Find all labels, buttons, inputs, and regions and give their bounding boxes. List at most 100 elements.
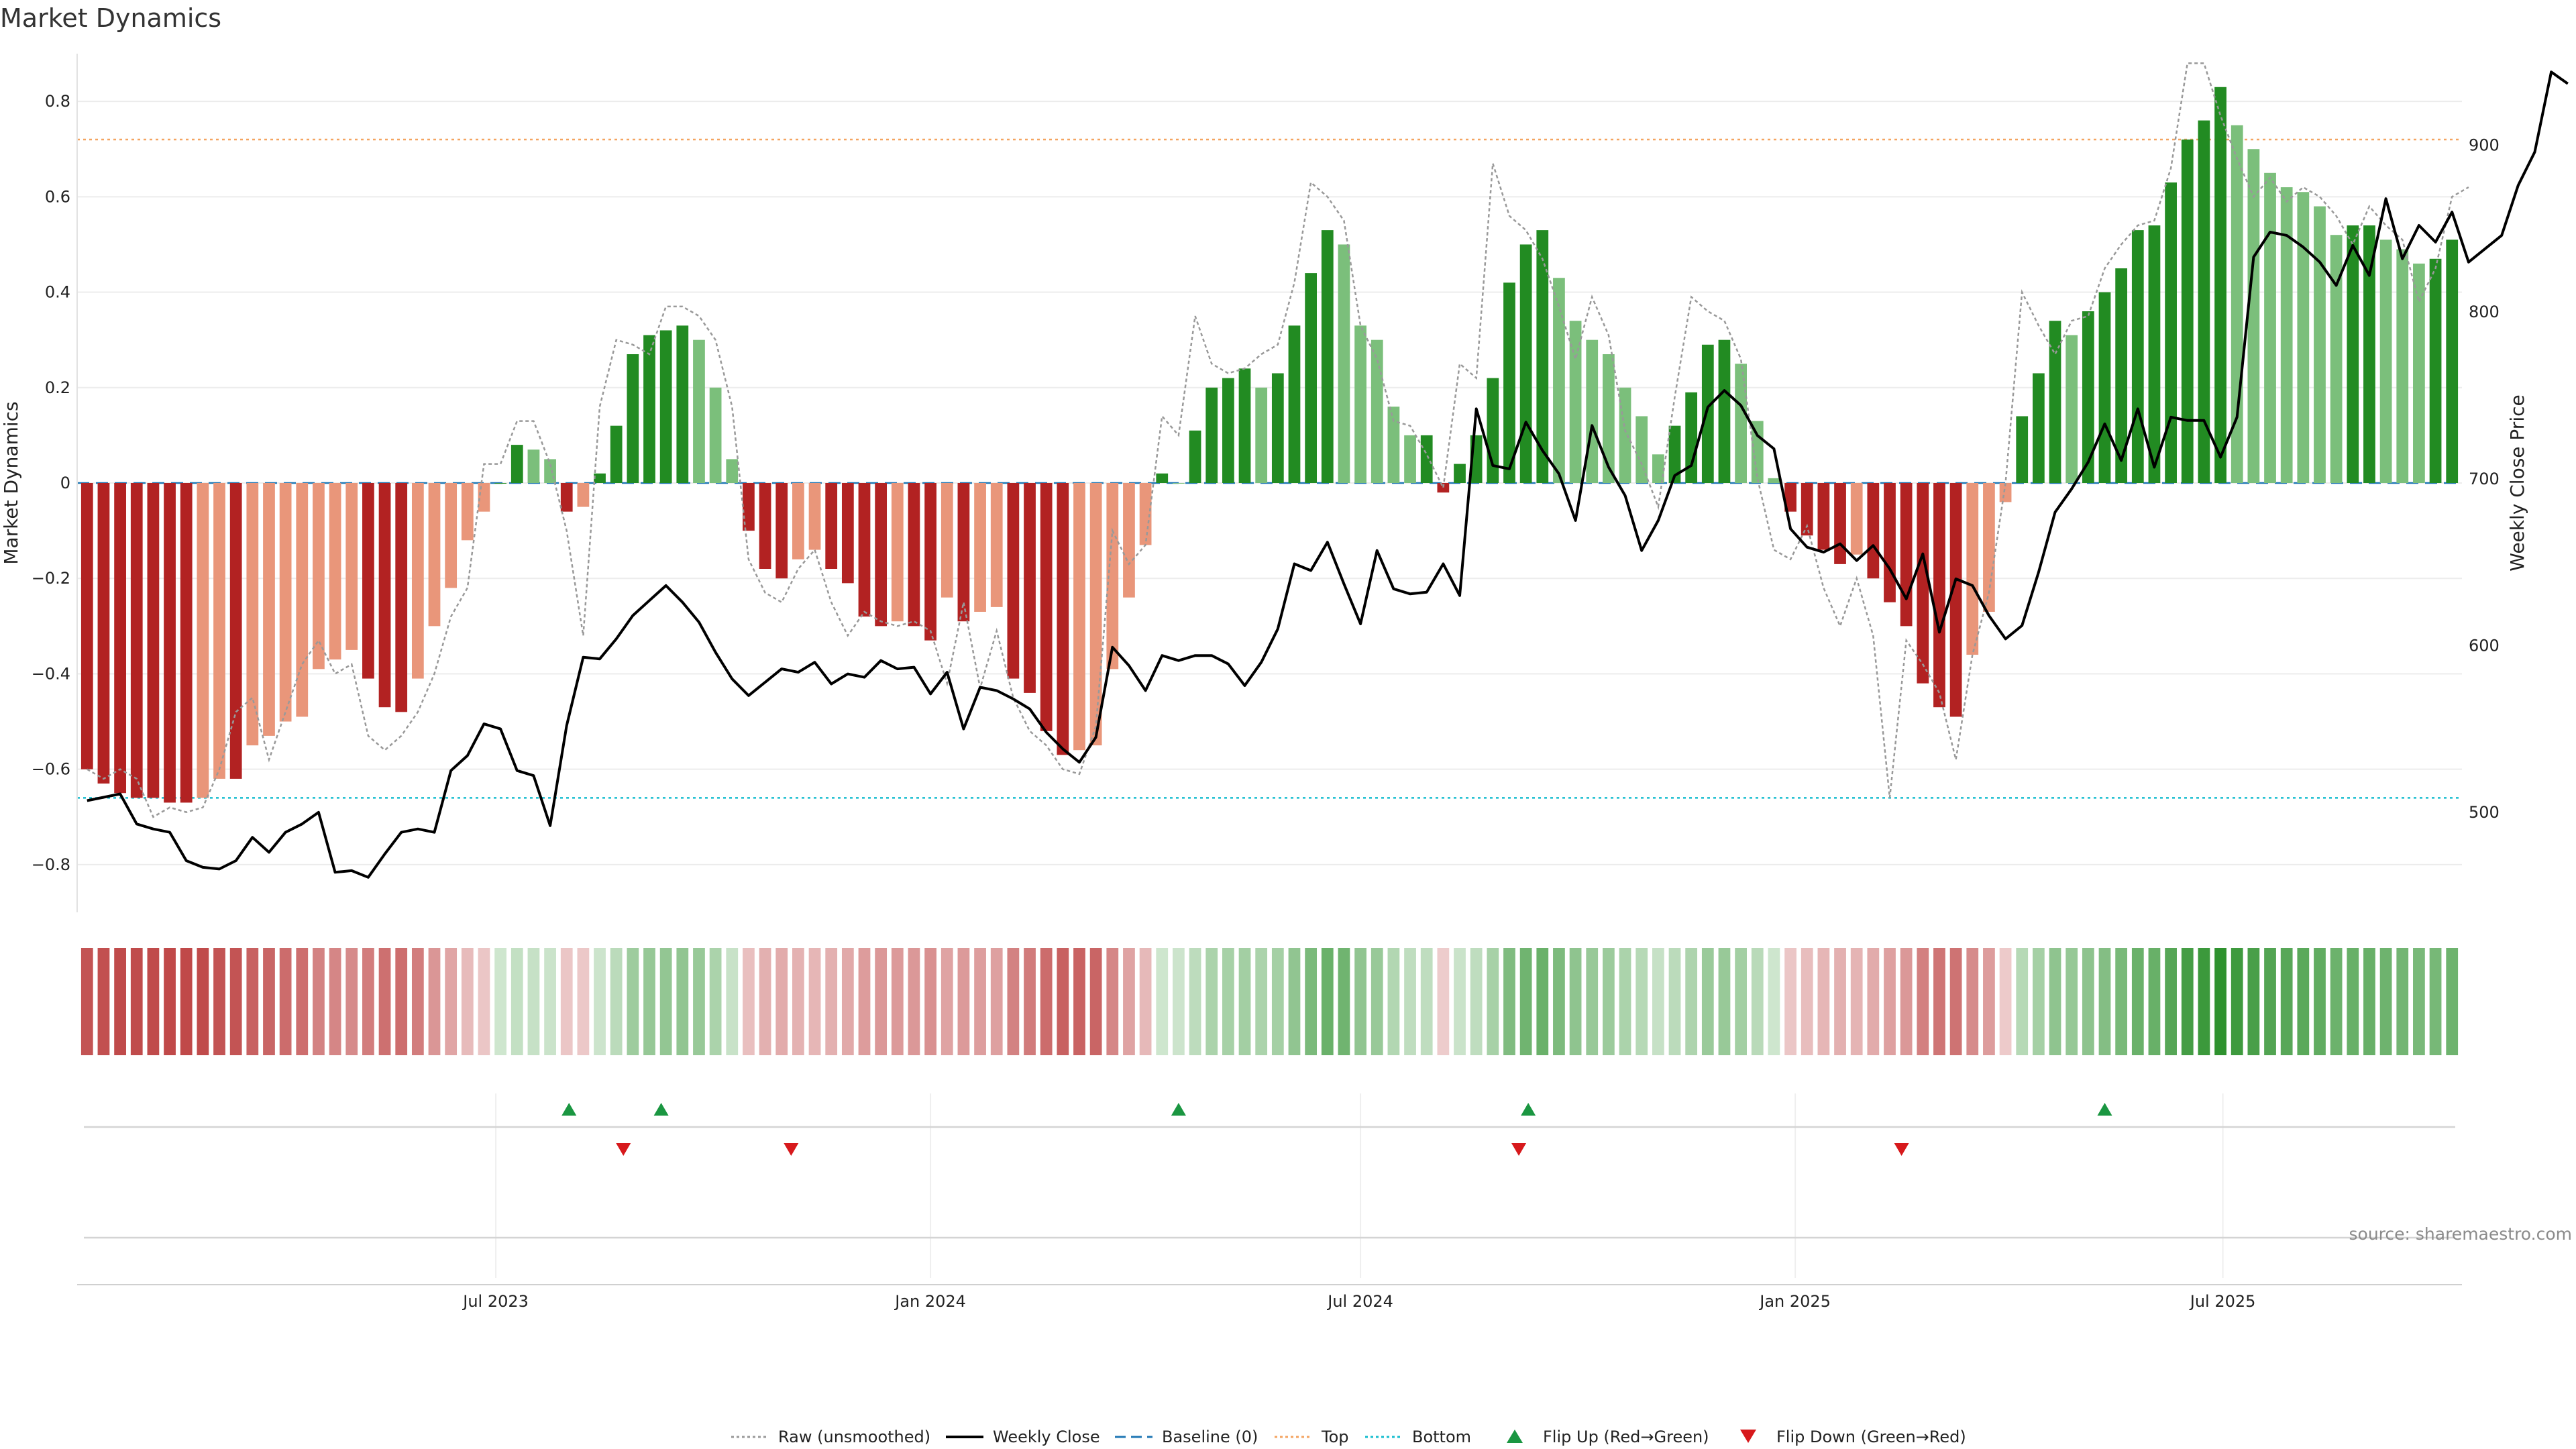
dynamics-bar (990, 483, 1003, 607)
strength-cell (2363, 948, 2375, 1055)
strength-cell (594, 948, 606, 1055)
strength-cell (1503, 948, 1515, 1055)
flip-panel (84, 1093, 2455, 1278)
strength-cell (1867, 948, 1880, 1055)
strength-cell (1057, 948, 1069, 1055)
dynamics-bar (2396, 249, 2409, 483)
strength-cell (1850, 948, 1863, 1055)
strength-cell (1834, 948, 1846, 1055)
dynamics-bar (2347, 225, 2359, 483)
dynamics-bar (1768, 478, 1780, 483)
strength-cell (1222, 948, 1234, 1055)
strength-cell (1966, 948, 1979, 1055)
strength-cell (180, 948, 193, 1055)
strength-cell (2165, 948, 2177, 1055)
strength-cell (1801, 948, 1813, 1055)
dynamics-bar (478, 483, 490, 512)
strength-cell (1784, 948, 1796, 1055)
strength-cell (1437, 948, 1450, 1055)
legend-label: Baseline (0) (1162, 1428, 1258, 1446)
strength-cell (1371, 948, 1383, 1055)
strength-cell (1305, 948, 1318, 1055)
dynamics-bar (213, 483, 225, 779)
flip-down-marker (616, 1143, 631, 1156)
strength-cell (1156, 948, 1169, 1055)
dynamics-bar (1189, 430, 1201, 483)
dynamics-bar (2198, 120, 2210, 484)
legend: Raw (unsmoothed) Weekly Close Baseline (0)… (731, 1428, 1966, 1446)
strength-cell (2429, 948, 2442, 1055)
dynamics-bar (2131, 230, 2144, 483)
strength-cell (97, 948, 110, 1055)
strength-cell (164, 948, 176, 1055)
left-y-tick-label: −0.6 (32, 760, 70, 779)
strength-cell (395, 948, 408, 1055)
strength-cell (627, 948, 639, 1055)
dynamics-bar (1371, 339, 1383, 483)
dynamics-bar (1867, 483, 1880, 579)
dynamics-bar (577, 483, 590, 507)
strength-cell (2181, 948, 2194, 1055)
dynamics-bar (1553, 278, 1565, 483)
chart-title: Market Dynamics (0, 3, 221, 33)
raw-series (87, 62, 2469, 818)
strength-cell (974, 948, 986, 1055)
x-tick-label: Jul 2025 (2189, 1292, 2256, 1311)
strength-cell (957, 948, 970, 1055)
strength-cell (990, 948, 1003, 1055)
reference-lines (77, 138, 2462, 799)
dynamics-bar (147, 483, 160, 798)
dynamics-bar (808, 483, 821, 550)
strength-cell (2198, 948, 2210, 1055)
dynamics-bar (428, 483, 441, 627)
right-y-tick-label: 800 (2469, 303, 2500, 321)
strength-cell (1999, 948, 2012, 1055)
dynamics-bar (1057, 483, 1069, 755)
strength-cell (1553, 948, 1565, 1055)
dynamics-bar (2214, 87, 2226, 483)
right-y-axis-label: Weekly Close Price (2506, 394, 2528, 571)
strength-cell (1586, 948, 1599, 1055)
dynamics-bar (775, 483, 788, 579)
legend-swatch (1740, 1430, 1756, 1443)
strength-cell (428, 948, 441, 1055)
dynamics-bar (759, 483, 771, 569)
strength-cell (445, 948, 458, 1055)
left-y-axis-label: Market Dynamics (0, 401, 22, 564)
strength-cell (1454, 948, 1466, 1055)
strength-cell (263, 948, 275, 1055)
strength-cell (2115, 948, 2128, 1055)
dynamics-bar (2181, 140, 2194, 483)
dynamics-bar (941, 483, 953, 598)
strength-cell (1718, 948, 1731, 1055)
dynamics-bar (908, 483, 920, 627)
dynamics-bar (1701, 344, 1714, 483)
dynamics-bar (594, 473, 606, 483)
dynamics-bar (1404, 435, 1416, 483)
strength-cell (2033, 948, 2045, 1055)
strength-cell (659, 948, 672, 1055)
strength-cell (759, 948, 771, 1055)
dynamics-bar (461, 483, 474, 541)
strength-cell (1040, 948, 1053, 1055)
strength-cell (1487, 948, 1499, 1055)
left-y-tick-label: −0.2 (32, 569, 70, 588)
dynamics-bar (1884, 483, 1896, 602)
strength-cell (1949, 948, 1962, 1055)
strength-cell (494, 948, 506, 1055)
dynamics-bar (2115, 268, 2128, 483)
dynamics-bar (97, 483, 110, 784)
dynamics-bar (726, 459, 739, 483)
dynamics-bar (560, 483, 573, 512)
flip-up-marker (2097, 1103, 2112, 1116)
left-y-tick-label: −0.8 (32, 855, 70, 874)
strength-cell (610, 948, 623, 1055)
right-y-tick-label: 600 (2469, 636, 2500, 655)
dynamics-bar (1784, 483, 1796, 512)
dynamics-bar (229, 483, 242, 779)
strength-cell (2413, 948, 2425, 1055)
dynamics-bar (659, 330, 672, 483)
dynamics-bar (792, 483, 804, 559)
dynamics-bar (1387, 407, 1400, 483)
strength-cell (1189, 948, 1201, 1055)
